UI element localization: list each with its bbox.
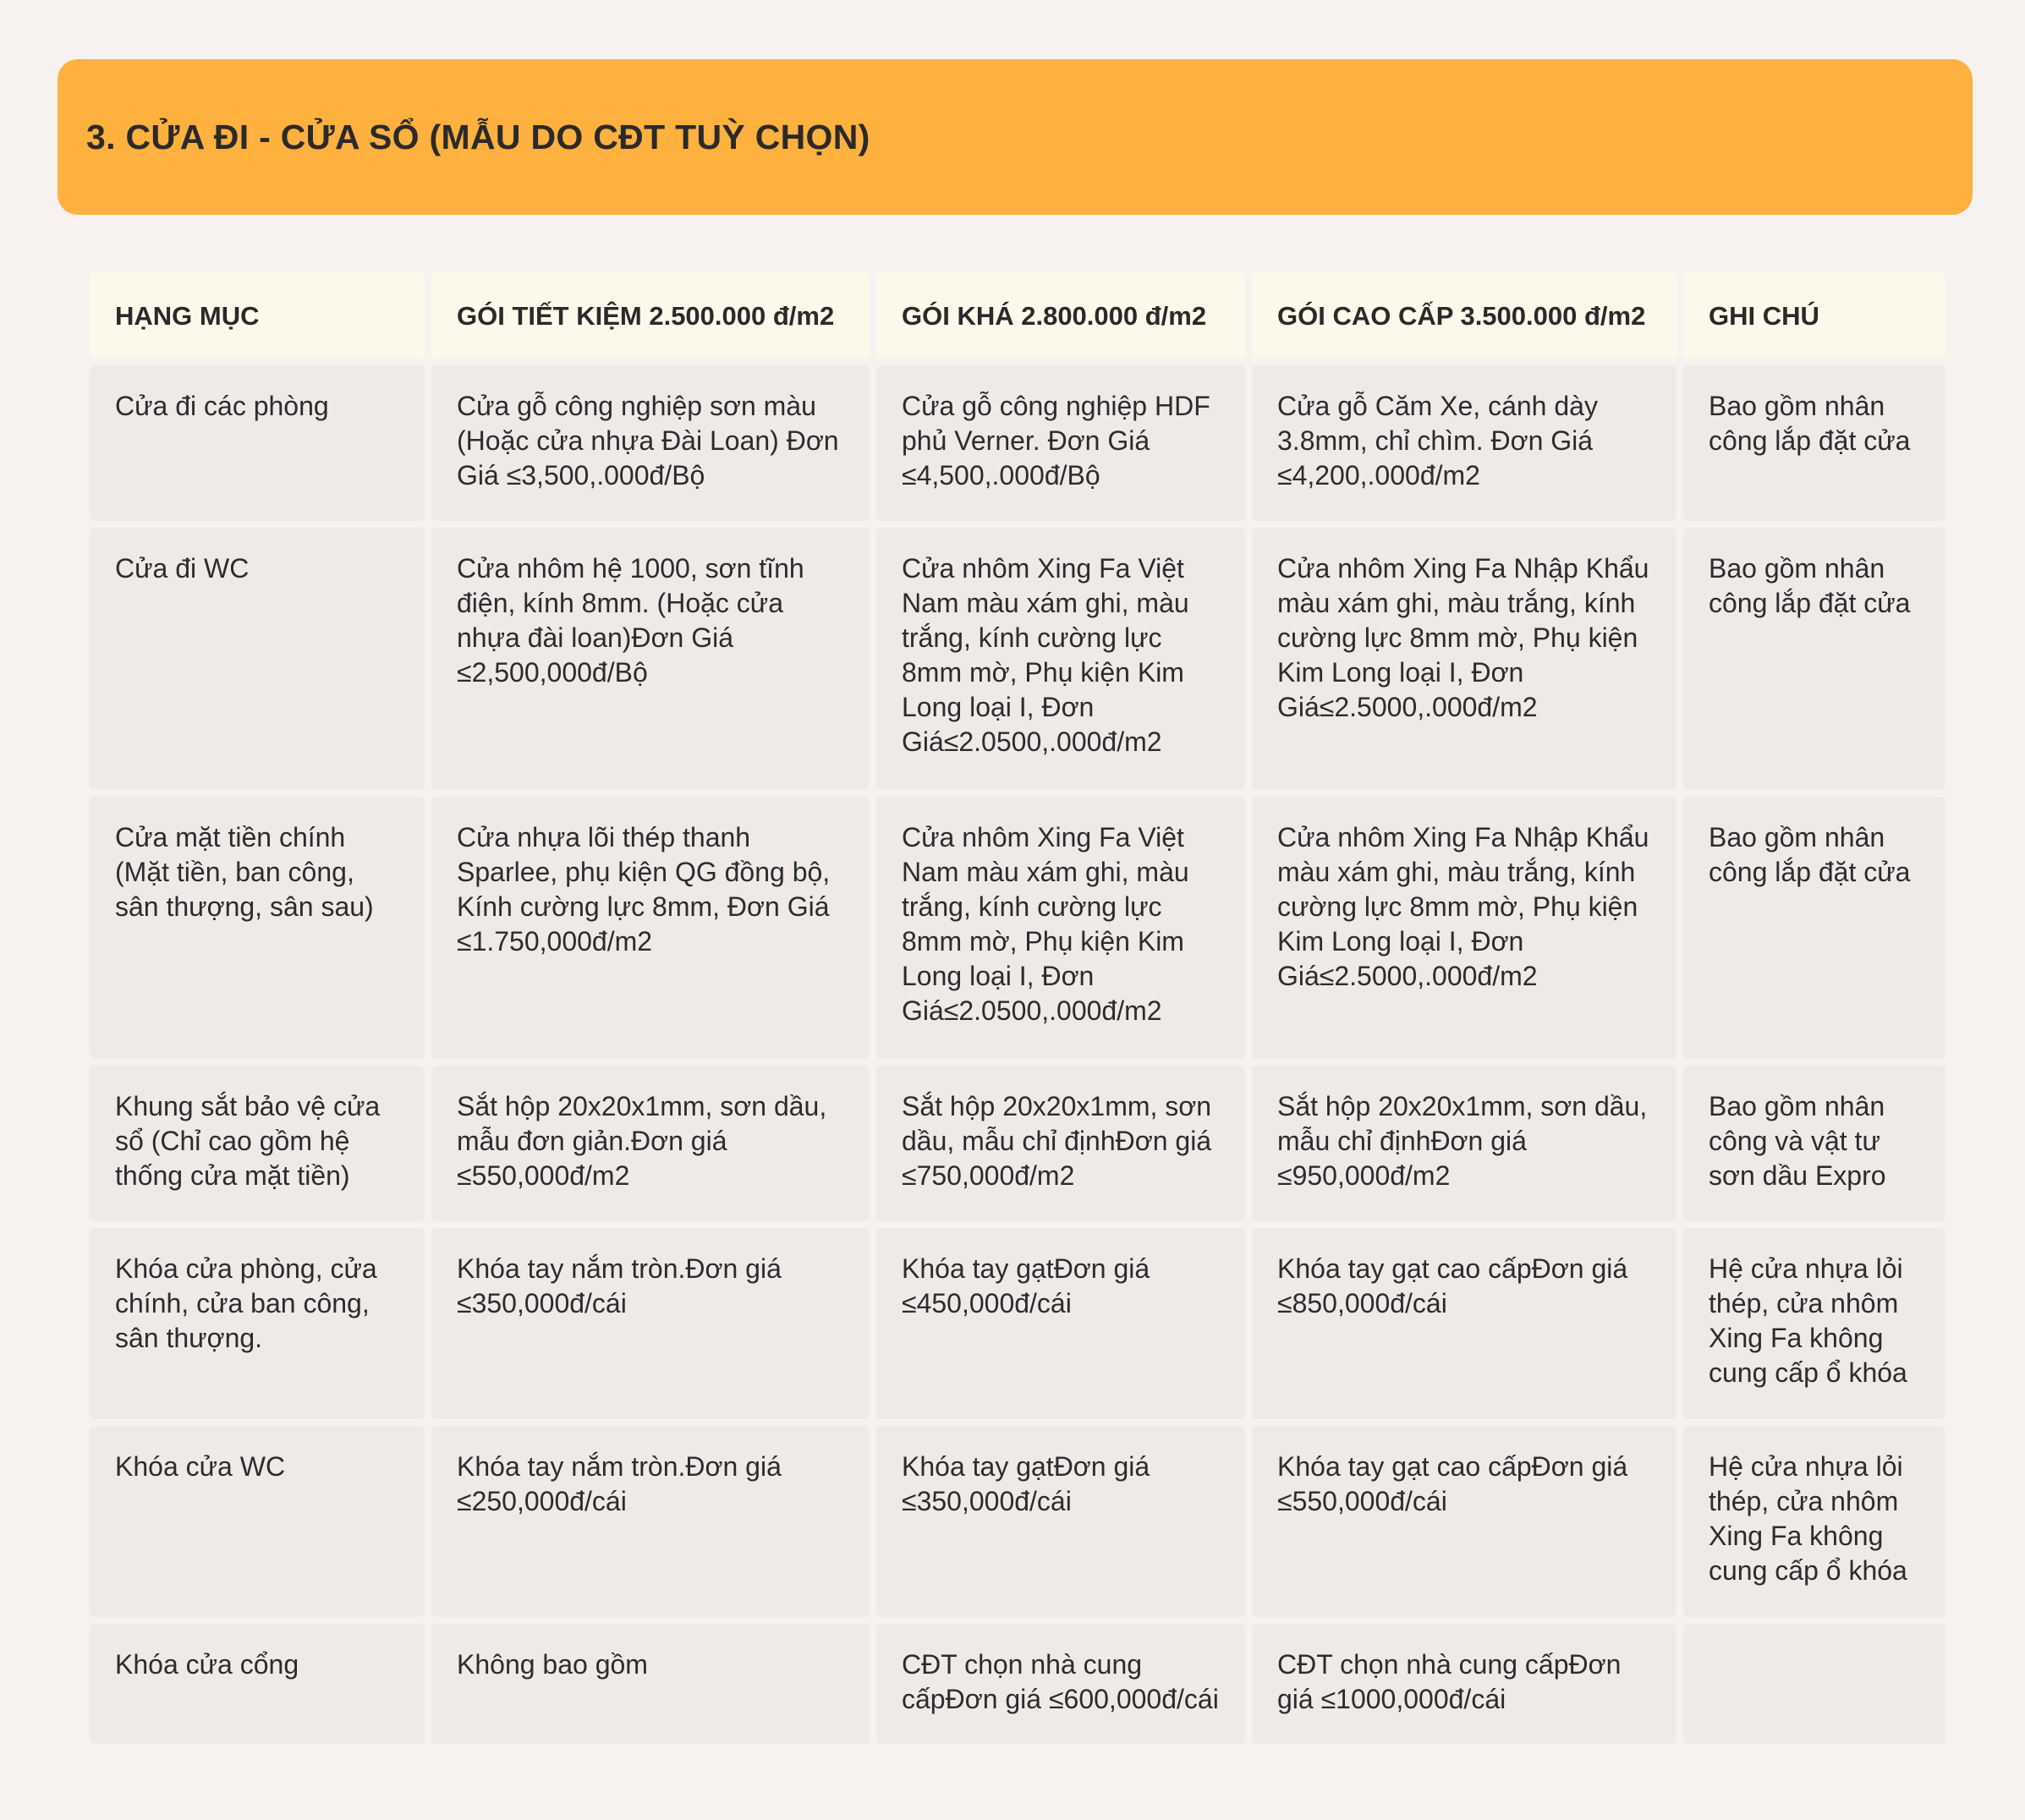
table-cell-premium: Khóa tay gạt cao cấpĐơn giá ≤850,000đ/cá… bbox=[1252, 1228, 1677, 1419]
table-cell-standard: Cửa nhôm Xing Fa Việt Nam màu xám ghi, m… bbox=[876, 528, 1245, 790]
table-cell-premium: Khóa tay gạt cao cấpĐơn giá ≤550,000đ/cá… bbox=[1252, 1426, 1677, 1617]
table-cell-note bbox=[1683, 1624, 1945, 1744]
table-cell-item: Cửa đi các phòng bbox=[90, 365, 425, 521]
table-cell-basic: Sắt hộp 20x20x1mm, sơn dầu, mẫu đơn giản… bbox=[431, 1066, 870, 1221]
table-cell-item: Cửa mặt tiền chính (Mặt tiền, ban công, … bbox=[90, 797, 425, 1059]
header-standard-package: GÓI KHÁ 2.800.000 đ/m2 bbox=[876, 272, 1245, 359]
table-cell-note: Hệ cửa nhựa lỏi thép, cửa nhôm Xing Fa k… bbox=[1683, 1426, 1945, 1617]
table-cell-item: Khóa cửa cổng bbox=[90, 1624, 425, 1744]
table-cell-item: Khóa cửa WC bbox=[90, 1426, 425, 1617]
table-cell-premium: Cửa nhôm Xing Fa Nhập Khẩu màu xám ghi, … bbox=[1252, 528, 1677, 790]
header-item: HẠNG MỤC bbox=[90, 272, 425, 359]
table-cell-basic: Khóa tay nắm tròn.Đơn giá ≤350,000đ/cái bbox=[431, 1228, 870, 1419]
table-cell-item: Khung sắt bảo vệ cửa sổ (Chỉ cao gồm hệ … bbox=[90, 1066, 425, 1221]
table-cell-premium: Sắt hộp 20x20x1mm, sơn dầu, mẫu chỉ định… bbox=[1252, 1066, 1677, 1221]
section-title: 3. CỬA ĐI - CỬA SỔ (MẪU DO CĐT TUỲ CHỌN) bbox=[86, 117, 870, 156]
table-cell-basic: Cửa nhôm hệ 1000, sơn tĩnh điện, kính 8m… bbox=[431, 528, 870, 790]
table-cell-basic: Cửa nhựa lõi thép thanh Sparlee, phụ kiệ… bbox=[431, 797, 870, 1059]
table-cell-item: Cửa đi WC bbox=[90, 528, 425, 790]
table-cell-note: Hệ cửa nhựa lỏi thép, cửa nhôm Xing Fa k… bbox=[1683, 1228, 1945, 1419]
table-cell-premium: Cửa gỗ Căm Xe, cánh dày 3.8mm, chỉ chìm.… bbox=[1252, 365, 1677, 521]
table-cell-standard: Sắt hộp 20x20x1mm, sơn dầu, mẫu chỉ định… bbox=[876, 1066, 1245, 1221]
table-cell-item: Khóa cửa phòng, cửa chính, cửa ban công,… bbox=[90, 1228, 425, 1419]
table-cell-note: Bao gồm nhân công lắp đặt cửa bbox=[1683, 797, 1945, 1059]
table-cell-basic: Không bao gồm bbox=[431, 1624, 870, 1744]
table-cell-standard: Cửa nhôm Xing Fa Việt Nam màu xám ghi, m… bbox=[876, 797, 1245, 1059]
pricing-table: HẠNG MỤC GÓI TIẾT KIỆM 2.500.000 đ/m2 GÓ… bbox=[90, 272, 1945, 1744]
table-cell-note: Bao gồm nhân công và vật tư sơn dầu Expr… bbox=[1683, 1066, 1945, 1221]
header-premium-package: GÓI CAO CẤP 3.500.000 đ/m2 bbox=[1252, 272, 1677, 359]
table-cell-premium: CĐT chọn nhà cung cấpĐơn giá ≤1000,000đ/… bbox=[1252, 1624, 1677, 1744]
header-note: GHI CHÚ bbox=[1683, 272, 1945, 359]
table-cell-note: Bao gồm nhân công lắp đặt cửa bbox=[1683, 365, 1945, 521]
table-cell-standard: Khóa tay gạtĐơn giá ≤350,000đ/cái bbox=[876, 1426, 1245, 1617]
table-cell-note: Bao gồm nhân công lắp đặt cửa bbox=[1683, 528, 1945, 790]
table-cell-basic: Khóa tay nắm tròn.Đơn giá ≤250,000đ/cái bbox=[431, 1426, 870, 1617]
table-cell-basic: Cửa gỗ công nghiệp sơn màu (Hoặc cửa nhự… bbox=[431, 365, 870, 521]
header-basic-package: GÓI TIẾT KIỆM 2.500.000 đ/m2 bbox=[431, 272, 870, 359]
table-cell-standard: Cửa gỗ công nghiệp HDF phủ Verner. Đơn G… bbox=[876, 365, 1245, 521]
table-cell-standard: Khóa tay gạtĐơn giá ≤450,000đ/cái bbox=[876, 1228, 1245, 1419]
table-cell-premium: Cửa nhôm Xing Fa Nhập Khẩu màu xám ghi, … bbox=[1252, 797, 1677, 1059]
table-cell-standard: CĐT chọn nhà cung cấpĐơn giá ≤600,000đ/c… bbox=[876, 1624, 1245, 1744]
section-header: 3. CỬA ĐI - CỬA SỔ (MẪU DO CĐT TUỲ CHỌN) bbox=[58, 59, 1973, 215]
